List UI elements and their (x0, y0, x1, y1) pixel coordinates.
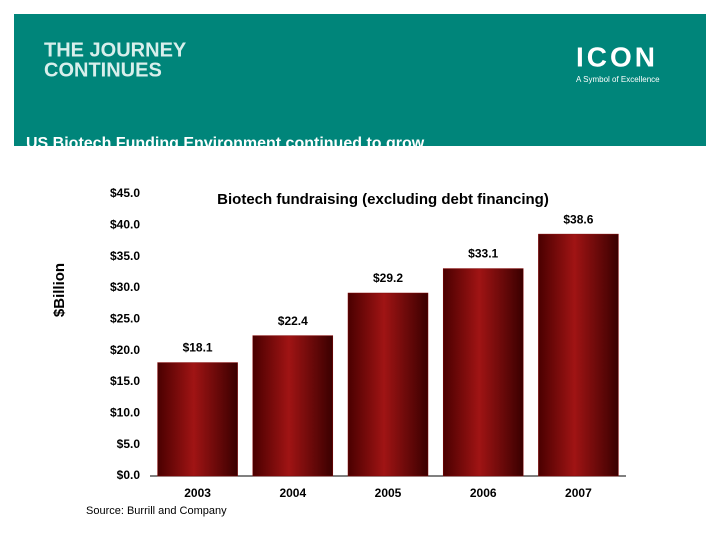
y-tick-label: $0.0 (117, 468, 141, 482)
bar (252, 335, 334, 477)
logo: ICON (576, 41, 658, 72)
y-axis-label: $Billion (51, 263, 68, 317)
banner-line1: THE JOURNEY (44, 39, 187, 61)
y-tick-label: $5.0 (117, 437, 141, 451)
bar (157, 362, 238, 477)
chart-title: Biotech fundraising (excluding debt fina… (217, 191, 549, 208)
value-label: $22.4 (278, 314, 308, 328)
x-tick-label: 2007 (565, 486, 592, 500)
value-label: $29.2 (373, 271, 403, 285)
x-tick-label: 2004 (279, 486, 306, 500)
bar (442, 268, 524, 477)
y-tick-label: $30.0 (110, 280, 140, 294)
x-tick-label: 2005 (375, 486, 402, 500)
y-tick-label: $40.0 (110, 218, 140, 232)
value-label: $38.6 (563, 212, 593, 226)
bar (538, 233, 619, 477)
y-tick-label: $20.0 (110, 343, 140, 357)
x-tick-label: 2006 (470, 486, 497, 500)
value-label: $18.1 (183, 341, 213, 355)
value-label: $33.1 (468, 247, 498, 261)
logo-tagline: A Symbol of Excellence (576, 75, 660, 84)
y-tick-label: $35.0 (110, 249, 140, 263)
bar (347, 292, 429, 477)
banner (14, 14, 706, 146)
source-note: Source: Burrill and Company (86, 505, 227, 517)
y-tick-label: $25.0 (110, 312, 140, 326)
y-tick-label: $45.0 (110, 186, 140, 200)
x-tick-label: 2003 (184, 486, 211, 500)
y-tick-label: $15.0 (110, 374, 140, 388)
banner-line2: CONTINUES (44, 59, 162, 81)
slide-subtitle: US Biotech Funding Environment continued… (26, 135, 425, 152)
y-tick-label: $10.0 (110, 406, 140, 420)
